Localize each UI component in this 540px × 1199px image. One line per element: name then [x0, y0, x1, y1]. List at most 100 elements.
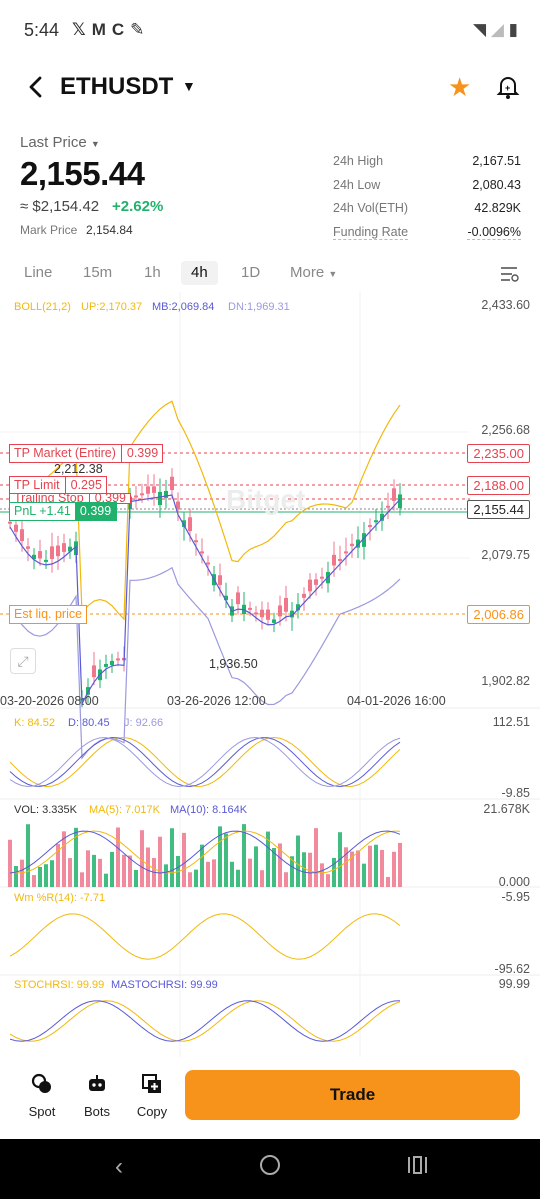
volume-bar	[104, 873, 108, 887]
tab-more[interactable]: More ▼	[290, 264, 338, 281]
tp-limit-tag[interactable]: TP Limit 0.295	[9, 476, 107, 495]
candle-body	[344, 551, 348, 554]
wifi-icon: ◥	[473, 20, 487, 39]
expand-chart-icon[interactable]: ⤢	[10, 648, 36, 674]
tab-1d[interactable]: 1D	[241, 264, 261, 281]
candle-body	[248, 607, 252, 610]
tab-4h[interactable]: 4h	[181, 261, 218, 285]
feather-icon: ✎	[130, 20, 151, 39]
c-icon: C	[111, 20, 131, 39]
candle-body	[146, 486, 150, 494]
tp-market-price: 2,235.00	[467, 444, 530, 463]
last-price-value: 2,155.44	[20, 155, 145, 192]
volume-bar	[356, 850, 360, 887]
volume-bar	[218, 826, 222, 887]
favorite-star-icon[interactable]: ★	[448, 72, 472, 102]
trade-button[interactable]: Trade	[185, 1070, 520, 1120]
spot-button[interactable]: Spot	[17, 1072, 67, 1119]
nav-back-icon[interactable]: ‹	[115, 1153, 123, 1180]
kdj-j: J: 92.66	[124, 717, 164, 729]
volume-bar	[98, 858, 102, 887]
volume-bar	[320, 863, 324, 887]
volume-bar	[362, 863, 366, 887]
stat-funding-rate[interactable]: Funding Rate -0.0096%	[333, 224, 521, 240]
nav-recents-icon[interactable]	[405, 1153, 429, 1184]
vol-ma5: MA(5): 7.017K	[89, 804, 160, 816]
chart-settings-icon[interactable]	[500, 265, 520, 288]
volume-bar	[242, 824, 246, 887]
volume-bar	[200, 844, 204, 887]
volume-bar	[26, 824, 30, 887]
candle-body	[56, 545, 60, 557]
candle-body	[314, 579, 318, 585]
price-alert-bell-icon[interactable]: +	[496, 74, 520, 106]
boll-lower-line	[9, 566, 401, 760]
back-button[interactable]	[22, 72, 52, 102]
tp-market-tag[interactable]: TP Market (Entire) 0.399	[9, 444, 164, 463]
stats-panel: 24h High 2,167.51 24h Low 2,080.43 24h Vol…	[333, 154, 521, 248]
volume-bar	[314, 828, 318, 887]
candle-body	[386, 505, 390, 508]
candle-body	[296, 604, 300, 611]
copy-button[interactable]: Copy	[127, 1072, 177, 1119]
vol-max: 21.678K	[483, 802, 530, 816]
candle-body	[152, 486, 156, 493]
stochrsi-max: 99.99	[498, 977, 530, 991]
candle-body	[32, 554, 36, 560]
volume-bar	[188, 872, 192, 887]
volume-bar	[38, 866, 42, 887]
candle-body	[350, 543, 354, 547]
wr-min: -95.62	[494, 962, 530, 976]
candle-body	[86, 687, 90, 695]
tab-15m[interactable]: 15m	[83, 264, 113, 281]
candle-body	[62, 543, 66, 552]
volume-bar	[110, 851, 114, 887]
tab-1h[interactable]: 1h	[144, 264, 161, 281]
volume-bar	[392, 851, 396, 887]
tab-line[interactable]: Line	[24, 264, 53, 281]
tp-limit-price: 2,188.00	[467, 476, 530, 495]
volume-bar	[290, 856, 294, 887]
boll-up: UP:2,170.37	[81, 301, 143, 313]
volume-bar	[266, 831, 270, 887]
boll-dn: DN:1,969.31	[228, 301, 290, 313]
candlestick-chart[interactable]	[0, 292, 540, 1057]
last-price-label[interactable]: Last Price ▼	[20, 134, 100, 151]
volume-bar	[278, 843, 282, 887]
boll-mid-line	[9, 494, 401, 707]
volume-bar	[344, 847, 348, 887]
liq-price-tag[interactable]: Est liq. price	[9, 605, 88, 624]
nav-home-icon[interactable]	[258, 1153, 282, 1184]
chart-area[interactable]: BOLL(21,2) UP:2,170.37 MB:2,069.84 DN:1,…	[0, 292, 540, 1057]
volume-bar	[326, 874, 330, 887]
candle-body	[164, 491, 168, 498]
volume-bar	[128, 855, 132, 887]
kdj-min: -9.85	[501, 786, 531, 800]
candle-body	[380, 513, 384, 521]
volume-bar	[236, 869, 240, 887]
volume-bar	[230, 861, 234, 887]
stat-24h-low: 24h Low 2,080.43	[333, 177, 521, 192]
pnl-tag[interactable]: PnL +1.41 0.399	[9, 502, 118, 521]
wr-line	[9, 913, 401, 960]
candle-body	[140, 493, 144, 496]
volume-bar	[170, 828, 174, 887]
date-label-1: 03-20-2026 08:00	[0, 694, 99, 708]
watermark: Bitget	[226, 484, 306, 515]
volume-bar	[92, 854, 96, 887]
usd-value: ≈ $2,154.42	[20, 198, 100, 215]
bots-button[interactable]: Bots	[72, 1072, 122, 1119]
volume-bar	[368, 845, 372, 887]
candle-body	[362, 533, 366, 547]
candle-body	[158, 491, 162, 506]
mark-price-value: 2,154.84	[86, 223, 133, 237]
symbol-title[interactable]: ETHUSDT	[60, 73, 174, 100]
candle-body	[92, 665, 96, 678]
stochrsi-line	[9, 1000, 401, 1042]
volume-bar	[158, 836, 162, 887]
kdj-k: K: 84.52	[14, 717, 55, 729]
symbol-dropdown-icon[interactable]: ▼	[182, 78, 196, 94]
volume-bar	[284, 872, 288, 887]
candle-body	[68, 546, 72, 552]
candle-body	[332, 554, 336, 566]
